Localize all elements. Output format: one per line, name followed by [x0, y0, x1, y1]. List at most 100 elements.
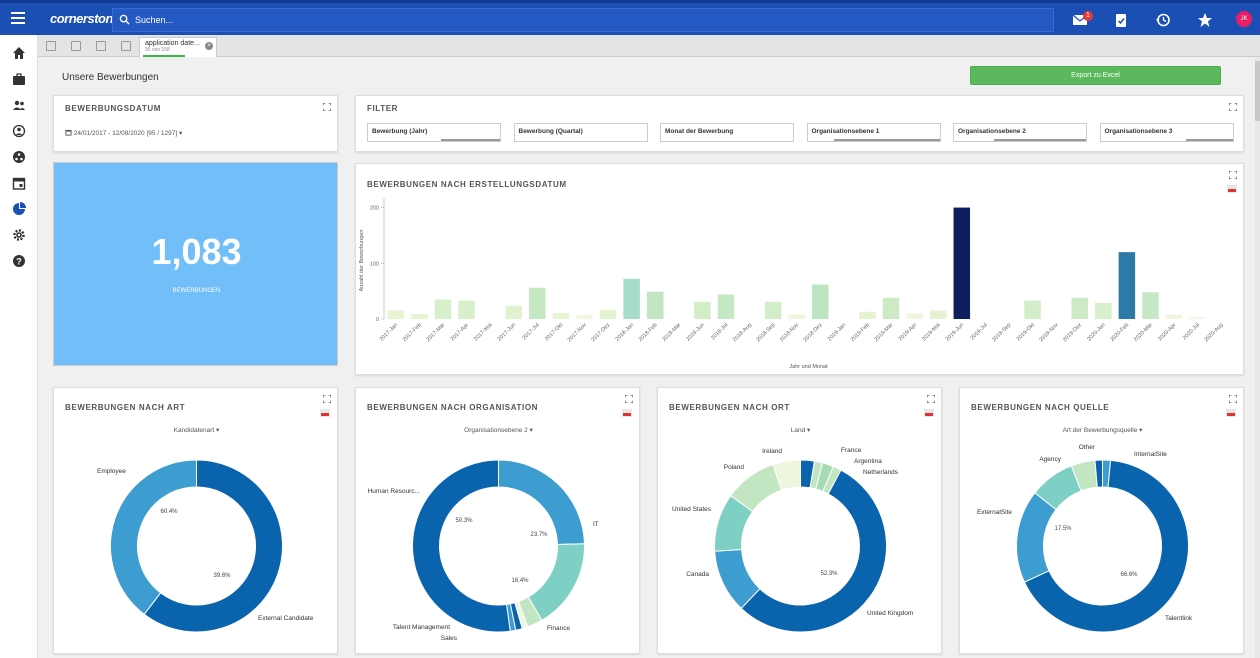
- bar[interactable]: [646, 291, 664, 319]
- y-tick-label: 200: [370, 206, 379, 212]
- star-icon[interactable]: [1197, 12, 1213, 28]
- bar[interactable]: [505, 305, 522, 319]
- bar[interactable]: [576, 315, 593, 319]
- tab-application-date[interactable]: application date... 95 von 158 ×: [139, 37, 217, 57]
- filter-4[interactable]: Organisationsebene 1: [806, 123, 941, 142]
- logo[interactable]: cornerstone: [50, 11, 120, 26]
- bar[interactable]: [434, 299, 452, 320]
- donut-slice[interactable]: [412, 459, 511, 633]
- x-tick-label: 2018-Jul: [710, 322, 729, 341]
- bar[interactable]: [788, 314, 805, 319]
- back-icon[interactable]: [71, 41, 81, 51]
- kpi-tile[interactable]: 1,083 BEWERBUNGEN: [53, 162, 338, 366]
- donut-panel: BEWERBUNGEN NACH ORGANISATION Organisati…: [355, 387, 640, 654]
- filter-5[interactable]: Organisationsebene 2: [953, 123, 1087, 142]
- expand-icon[interactable]: [1229, 103, 1237, 111]
- dimension-dropdown[interactable]: Kandidatenart ▾: [173, 427, 220, 434]
- bar[interactable]: [906, 313, 923, 319]
- donut-slice[interactable]: [527, 543, 585, 621]
- filter-6[interactable]: Organisationsebene 3: [1099, 123, 1234, 142]
- bar[interactable]: [1024, 300, 1041, 319]
- bar[interactable]: [694, 301, 711, 319]
- donut-slice[interactable]: [1094, 459, 1103, 488]
- help-icon[interactable]: ?: [12, 254, 26, 268]
- forward-icon[interactable]: [96, 41, 106, 51]
- dimension-dropdown[interactable]: Land ▾: [790, 427, 811, 434]
- donut-slice[interactable]: [110, 459, 197, 615]
- bar[interactable]: [812, 284, 829, 319]
- dimension-dropdown[interactable]: Art der Bewerbungsquelle ▾: [1062, 427, 1143, 434]
- filter-label: Organisationsebene 1: [811, 128, 880, 135]
- search-box[interactable]: [112, 8, 1054, 32]
- donut-slice[interactable]: [1016, 492, 1057, 583]
- y-tick-label: 0: [376, 317, 379, 323]
- bar[interactable]: [458, 300, 475, 319]
- y-axis-label: Anzahl der Bewerbungen: [359, 230, 365, 292]
- x-tick-label: 2017-Jul: [522, 322, 541, 341]
- bar[interactable]: [411, 313, 428, 319]
- clear-selection-icon[interactable]: [121, 41, 131, 51]
- pdf-icon[interactable]: [1227, 185, 1237, 193]
- user-search-icon[interactable]: [12, 124, 26, 138]
- bar[interactable]: [859, 311, 876, 319]
- calendar-icon[interactable]: [12, 176, 26, 190]
- bar[interactable]: [764, 301, 782, 319]
- pdf-icon[interactable]: [622, 409, 632, 417]
- donut-slice[interactable]: [1023, 459, 1189, 633]
- people-icon[interactable]: [12, 98, 26, 112]
- briefcase-icon[interactable]: [12, 72, 26, 86]
- bar[interactable]: [387, 310, 405, 319]
- network-icon[interactable]: [12, 150, 26, 164]
- bar[interactable]: [1071, 297, 1088, 319]
- bar[interactable]: [1165, 314, 1183, 319]
- bar[interactable]: [1118, 252, 1136, 319]
- slice-label: Human Resourc...: [368, 488, 421, 495]
- dimension-dropdown[interactable]: Organisationsebene 2 ▾: [464, 427, 533, 434]
- filter-2[interactable]: Bewerbung (Quartal): [513, 123, 648, 142]
- tab-progress-bar: [143, 55, 185, 57]
- bar[interactable]: [1142, 292, 1159, 319]
- filter-selection-bar: [833, 139, 940, 141]
- avatar[interactable]: JK: [1236, 11, 1252, 27]
- search-input[interactable]: [135, 12, 735, 28]
- date-range-selector[interactable]: 24/01/2017 - 12/08/2020 [95 / 1297] ▾: [65, 129, 182, 137]
- pdf-icon[interactable]: [1226, 409, 1236, 417]
- bar[interactable]: [552, 312, 570, 319]
- pdf-icon[interactable]: [924, 409, 934, 417]
- tasks-icon[interactable]: [1113, 12, 1129, 28]
- bar[interactable]: [717, 294, 735, 319]
- donut-slice[interactable]: [740, 469, 887, 633]
- bar[interactable]: [929, 310, 947, 319]
- filter-3[interactable]: Monat der Bewerbung: [660, 123, 794, 142]
- x-tick-label: 2020-Apr: [1157, 322, 1177, 342]
- bar[interactable]: [599, 310, 617, 319]
- bar[interactable]: [882, 297, 900, 319]
- analytics-icon[interactable]: [12, 202, 26, 216]
- filter-selection-bar: [440, 139, 500, 141]
- filter-label: Organisationsebene 3: [1104, 128, 1173, 135]
- export-excel-button[interactable]: Export zu Excel: [970, 66, 1221, 85]
- slice-label: Talent Management: [393, 624, 450, 631]
- close-icon[interactable]: ×: [205, 42, 213, 50]
- zoom-selection-icon[interactable]: [46, 41, 56, 51]
- history-icon[interactable]: [1155, 12, 1171, 28]
- expand-icon[interactable]: [323, 103, 331, 111]
- bar[interactable]: [953, 207, 971, 319]
- bar[interactable]: [1189, 316, 1206, 319]
- menu-icon[interactable]: [11, 12, 25, 24]
- x-tick-label: 2019-Okt: [1016, 322, 1037, 343]
- scrollbar[interactable]: [1255, 57, 1260, 658]
- y-tick-label: 100: [370, 261, 379, 267]
- x-tick-label: 2020-Feb: [1109, 322, 1130, 343]
- x-tick-label: 2018-Dez: [803, 322, 824, 343]
- pdf-icon[interactable]: [320, 409, 330, 417]
- filter-1[interactable]: Bewerbung (Jahr): [367, 123, 501, 142]
- donut-slice[interactable]: [143, 459, 283, 633]
- settings-icon[interactable]: [12, 228, 26, 242]
- bar[interactable]: [1095, 302, 1112, 319]
- donut-slice[interactable]: [772, 459, 801, 491]
- home-icon[interactable]: [12, 46, 26, 60]
- bar[interactable]: [623, 278, 640, 319]
- bar[interactable]: [529, 287, 546, 319]
- slice-label: IT: [593, 521, 599, 528]
